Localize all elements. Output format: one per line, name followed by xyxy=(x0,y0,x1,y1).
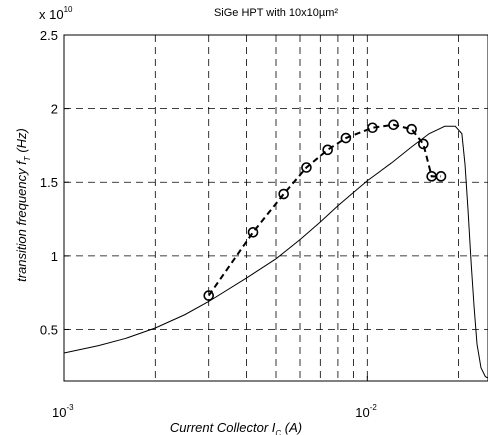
series-2-point xyxy=(340,132,352,144)
x-axis-label-main: Current Collector I xyxy=(170,420,276,435)
x-axis-label-sub: C xyxy=(275,429,281,435)
series-2-line xyxy=(207,123,442,297)
x-tick-base: 10 xyxy=(52,405,66,420)
y-multiplier: x 1010 xyxy=(39,5,73,22)
x-axis-label: Current Collector IC (A) xyxy=(170,420,302,435)
grid xyxy=(64,35,488,381)
plot-frame xyxy=(63,34,488,382)
chart-title: SiGe HPT with 10x10µm² xyxy=(214,7,338,19)
series-2-point xyxy=(388,119,399,131)
series-2-point xyxy=(203,290,215,301)
series-2-point xyxy=(435,171,447,182)
y-tick-label: 2 xyxy=(51,102,58,117)
x-tick-exponent: -2 xyxy=(370,403,378,412)
series-2-point xyxy=(418,138,429,150)
x-tick-exponent: -3 xyxy=(66,403,74,412)
y-multiplier-exponent: 10 xyxy=(64,5,73,14)
y-tick-label: 0.5 xyxy=(40,322,58,337)
series-2-point xyxy=(406,123,417,135)
y-tick-label: 2.5 xyxy=(40,28,58,43)
series-2-point xyxy=(301,162,312,173)
y-tick-label: 1.5 xyxy=(40,175,58,190)
y-axis-label-tail: (Hz) xyxy=(14,128,29,156)
series xyxy=(63,119,488,379)
ticks: 0.511.522.510-3 10-2 xyxy=(40,28,378,420)
labels: SiGe HPT with 10x10µm² x 1010 Current Co… xyxy=(14,5,338,435)
y-multiplier-base: x 10 xyxy=(39,7,64,22)
y-axis-label-main: transition frequency f xyxy=(14,160,29,282)
series-2-point xyxy=(278,188,289,200)
y-tick-label: 1 xyxy=(51,249,58,264)
x-tick-label: 10-2 xyxy=(355,403,377,420)
y-axis-label: transition frequency fT (Hz) xyxy=(14,128,32,282)
x-axis-label-tail: (A) xyxy=(281,420,302,435)
x-tick-base: 10 xyxy=(355,405,369,420)
series-1-line xyxy=(63,125,488,379)
series-2-point xyxy=(247,226,259,238)
y-axis-label-sub: T xyxy=(23,155,32,161)
series-2-point xyxy=(367,122,378,134)
x-tick-label: 10-3 xyxy=(52,403,74,420)
series-2-point xyxy=(322,144,333,156)
